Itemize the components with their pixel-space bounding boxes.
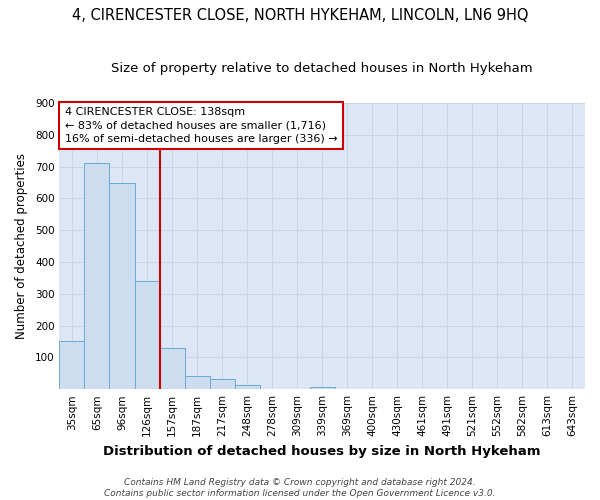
Bar (185, 376, 209, 389)
Y-axis label: Number of detached properties: Number of detached properties (15, 153, 28, 339)
Text: 4 CIRENCESTER CLOSE: 138sqm
← 83% of detached houses are smaller (1,716)
16% of : 4 CIRENCESTER CLOSE: 138sqm ← 83% of det… (65, 108, 337, 144)
Bar (85, 164, 109, 389)
Bar (59, 342, 85, 389)
X-axis label: Distribution of detached houses by size in North Hykeham: Distribution of detached houses by size … (103, 444, 541, 458)
Bar (160, 348, 185, 389)
Bar (109, 182, 134, 389)
Text: 4, CIRENCESTER CLOSE, NORTH HYKEHAM, LINCOLN, LN6 9HQ: 4, CIRENCESTER CLOSE, NORTH HYKEHAM, LIN… (72, 8, 528, 22)
Bar (209, 379, 235, 389)
Bar (235, 385, 260, 389)
Bar (310, 386, 335, 389)
Title: Size of property relative to detached houses in North Hykeham: Size of property relative to detached ho… (112, 62, 533, 76)
Bar (134, 281, 160, 389)
Text: Contains HM Land Registry data © Crown copyright and database right 2024.
Contai: Contains HM Land Registry data © Crown c… (104, 478, 496, 498)
